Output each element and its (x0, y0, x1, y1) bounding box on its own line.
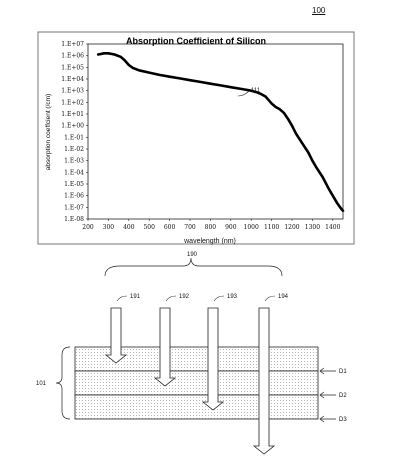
y-tick-label: 1.E-01 (64, 134, 84, 141)
arrow-label-194: 194 (278, 294, 289, 300)
y-axis-label: absorption coeffcient (/cm) (45, 94, 52, 170)
arrow-192 (153, 307, 177, 387)
x-axis-ticks: 200 300 400 500 600 700 800 900 1000 1100 1200 1300… (82, 219, 341, 231)
leader-191 (116, 295, 128, 302)
stack-label: 101 (36, 381, 47, 387)
figure-number: 100 (312, 6, 326, 15)
plot-area (87, 43, 344, 220)
arrow-191 (104, 307, 128, 364)
y-tick-label: 1.E+02 (61, 99, 84, 106)
group-label: 190 (187, 252, 198, 258)
y-tick-label: 1.E+00 (61, 123, 84, 130)
y-tick-label: 1.E-05 (64, 181, 84, 188)
y-tick-label: 1.E-06 (64, 193, 84, 200)
leader-192 (165, 295, 177, 302)
y-tick-label: 1.E+05 (61, 64, 84, 71)
depth-label-d1: D1 (339, 369, 347, 375)
x-tick-label: 500 (143, 224, 155, 231)
depth-label-d2: D2 (339, 393, 347, 399)
x-tick-label: 200 (82, 224, 94, 231)
layer-d2 (74, 370, 319, 396)
x-tick-label: 300 (103, 224, 115, 231)
x-tick-label: 1300 (305, 224, 320, 231)
x-tick-label: 1400 (325, 224, 340, 231)
group-brace (104, 257, 283, 277)
y-tick-label: 1.E-08 (64, 216, 84, 223)
x-tick-label: 1100 (264, 224, 279, 231)
depth-arrow-d2 (319, 391, 336, 399)
layer-d3 (74, 394, 319, 420)
y-tick-label: 1.E-04 (64, 169, 84, 176)
x-tick-label: 1000 (244, 224, 259, 231)
arrow-194 (252, 307, 276, 455)
curve-label-leader (237, 90, 250, 97)
absorption-curve (96, 52, 345, 213)
depth-label-d3: D3 (339, 417, 347, 423)
depth-arrow-d1 (319, 367, 336, 375)
arrow-label-193: 193 (227, 294, 238, 300)
arrow-193 (201, 307, 225, 411)
depth-arrow-d3 (319, 415, 336, 423)
y-tick-label: 1.E+04 (61, 76, 84, 83)
y-tick-label: 1.E-02 (64, 146, 84, 153)
y-tick-label: 1.E+07 (61, 41, 84, 48)
stack-brace (55, 346, 71, 420)
x-axis-label: wavelength (nm) (183, 238, 236, 245)
absorption-chart: Absorption Coefficient of Silicon wavele… (37, 31, 355, 245)
y-axis-ticks: 1.E-08 1.E-07 1.E-06 1.E-05 1.E-04 1.E-03 1.E-… (61, 41, 88, 223)
chart-frame (37, 31, 355, 245)
y-tick-label: 1.E+06 (61, 53, 84, 60)
y-tick-label: 1.E+03 (61, 88, 84, 95)
y-tick-label: 1.E-07 (64, 204, 84, 211)
x-tick-label: 400 (123, 224, 135, 231)
leader-194 (264, 295, 276, 302)
arrow-label-191: 191 (130, 294, 141, 300)
y-tick-label: 1.E+01 (61, 111, 84, 118)
leader-193 (213, 295, 225, 302)
x-tick-label: 600 (164, 224, 176, 231)
x-tick-label: 700 (184, 224, 196, 231)
x-tick-label: 1200 (284, 224, 299, 231)
x-tick-label: 900 (225, 224, 237, 231)
x-tick-label: 800 (205, 224, 217, 231)
arrow-label-192: 192 (179, 294, 190, 300)
y-tick-label: 1.E-03 (64, 158, 84, 165)
curve-label: 111 (251, 88, 261, 94)
chart-title: Absorption Coefficient of Silicon (126, 36, 266, 46)
